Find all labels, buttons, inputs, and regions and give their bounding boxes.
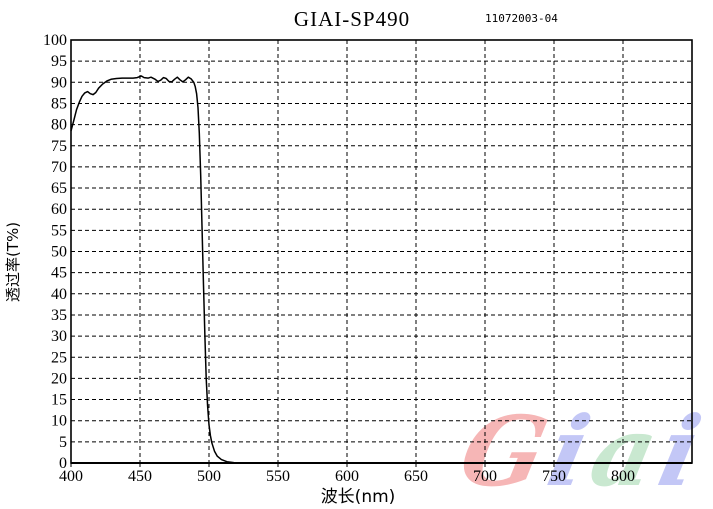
y-tick-label: 75 bbox=[51, 138, 67, 155]
x-tick-label: 700 bbox=[473, 468, 497, 485]
y-tick-label: 80 bbox=[51, 117, 67, 134]
y-tick-label: 60 bbox=[51, 201, 67, 218]
doc-number: 11072003-04 bbox=[485, 12, 558, 25]
y-tick-label: 35 bbox=[51, 307, 67, 324]
y-tick-label: 65 bbox=[51, 180, 67, 197]
y-tick-label: 20 bbox=[51, 370, 67, 387]
y-tick-label: 15 bbox=[51, 392, 67, 409]
transmission-curve bbox=[70, 75, 692, 464]
curve-layer bbox=[70, 75, 692, 464]
y-tick-label: 5 bbox=[59, 434, 67, 451]
y-axis-title: 透过率(T%) bbox=[4, 222, 22, 302]
x-axis-title: 波长(nm) bbox=[321, 487, 396, 507]
y-tick-label: 45 bbox=[51, 265, 67, 282]
grid-layer bbox=[71, 40, 692, 463]
y-tick-label: 0 bbox=[59, 455, 67, 472]
y-tick-label: 30 bbox=[51, 328, 67, 345]
x-tick-label: 500 bbox=[197, 468, 221, 485]
y-tick-label: 40 bbox=[51, 286, 67, 303]
x-tick-label: 750 bbox=[542, 468, 566, 485]
y-tick-label: 55 bbox=[51, 222, 67, 239]
y-tick-label: 100 bbox=[43, 32, 67, 49]
y-tick-label: 25 bbox=[51, 349, 67, 366]
x-tick-label: 800 bbox=[611, 468, 635, 485]
y-tick-label: 95 bbox=[51, 53, 67, 70]
y-tick-label: 90 bbox=[51, 74, 67, 91]
x-tick-label: 650 bbox=[404, 468, 428, 485]
x-tick-label: 550 bbox=[266, 468, 290, 485]
y-tick-label: 85 bbox=[51, 95, 67, 112]
y-tick-label: 70 bbox=[51, 159, 67, 176]
y-tick-label: 50 bbox=[51, 244, 67, 261]
page-title: GIAI-SP490 bbox=[293, 7, 411, 31]
tick-label-layer: 400 450 500 550 600 650 700 750 800 0 5 10 15 20 25 30 3… bbox=[43, 32, 635, 485]
x-tick-label: 450 bbox=[128, 468, 152, 485]
x-tick-label: 600 bbox=[335, 468, 359, 485]
y-tick-label: 10 bbox=[51, 413, 67, 430]
x-tick-label: 400 bbox=[59, 468, 83, 485]
